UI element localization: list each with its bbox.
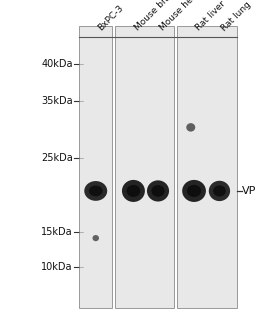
Ellipse shape: [187, 185, 201, 197]
Text: 15kDa: 15kDa: [41, 227, 73, 237]
Text: VPS25: VPS25: [242, 186, 256, 196]
Text: 25kDa: 25kDa: [41, 153, 73, 163]
Text: Mouse brain: Mouse brain: [133, 0, 179, 33]
Bar: [177, 26, 237, 308]
Ellipse shape: [151, 185, 165, 197]
Ellipse shape: [89, 186, 103, 196]
Ellipse shape: [84, 181, 107, 201]
Ellipse shape: [147, 180, 169, 202]
Ellipse shape: [213, 185, 226, 196]
Bar: [115, 26, 174, 308]
Ellipse shape: [126, 185, 140, 197]
Text: Rat lung: Rat lung: [219, 0, 253, 33]
Ellipse shape: [92, 235, 99, 241]
Ellipse shape: [209, 181, 230, 201]
Text: Mouse heart: Mouse heart: [158, 0, 204, 33]
Bar: [79, 26, 112, 308]
Text: 35kDa: 35kDa: [41, 96, 73, 106]
Text: 40kDa: 40kDa: [41, 59, 73, 69]
Ellipse shape: [122, 180, 145, 202]
Text: BxPC-3: BxPC-3: [96, 4, 125, 33]
Ellipse shape: [186, 123, 195, 132]
Text: Rat liver: Rat liver: [194, 0, 227, 33]
Ellipse shape: [182, 180, 206, 202]
Text: 10kDa: 10kDa: [41, 262, 73, 272]
